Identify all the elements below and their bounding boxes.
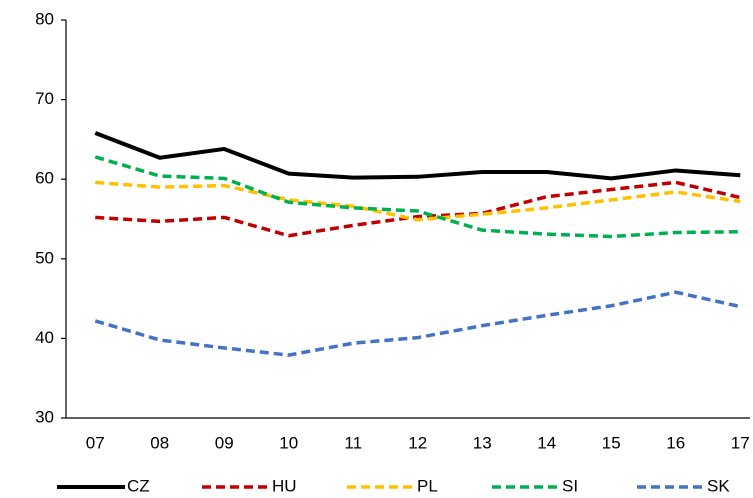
x-tick-label: 11 [344, 433, 362, 452]
series-line [94, 155, 741, 239]
x-tick-label: 14 [537, 433, 556, 452]
x-tick-label: 13 [473, 433, 492, 452]
y-tick-label: 30 [35, 407, 54, 426]
legend-label: PL [417, 476, 438, 495]
y-tick-label: 40 [35, 328, 54, 347]
x-tick-label: 12 [408, 433, 427, 452]
legend-label: HU [272, 476, 297, 495]
x-tick-label: 09 [215, 433, 234, 452]
legend-label: CZ [127, 476, 150, 495]
series-line [94, 290, 741, 357]
legend-label: SI [562, 476, 578, 495]
x-tick-label: 08 [150, 433, 169, 452]
series-line [95, 180, 741, 222]
y-tick-label: 70 [35, 89, 54, 108]
x-tick-label: 07 [86, 433, 105, 452]
y-tick-label: 60 [35, 169, 54, 188]
x-tick-label: 17 [731, 433, 750, 452]
x-tick-label: 10 [279, 433, 298, 452]
x-tick-label: 15 [602, 433, 621, 452]
y-tick-label: 80 [35, 9, 54, 28]
series-line [95, 180, 741, 238]
y-tick-label: 50 [35, 248, 54, 267]
legend-label: SK [707, 476, 730, 495]
series-line [94, 131, 741, 181]
x-tick-label: 16 [666, 433, 685, 452]
